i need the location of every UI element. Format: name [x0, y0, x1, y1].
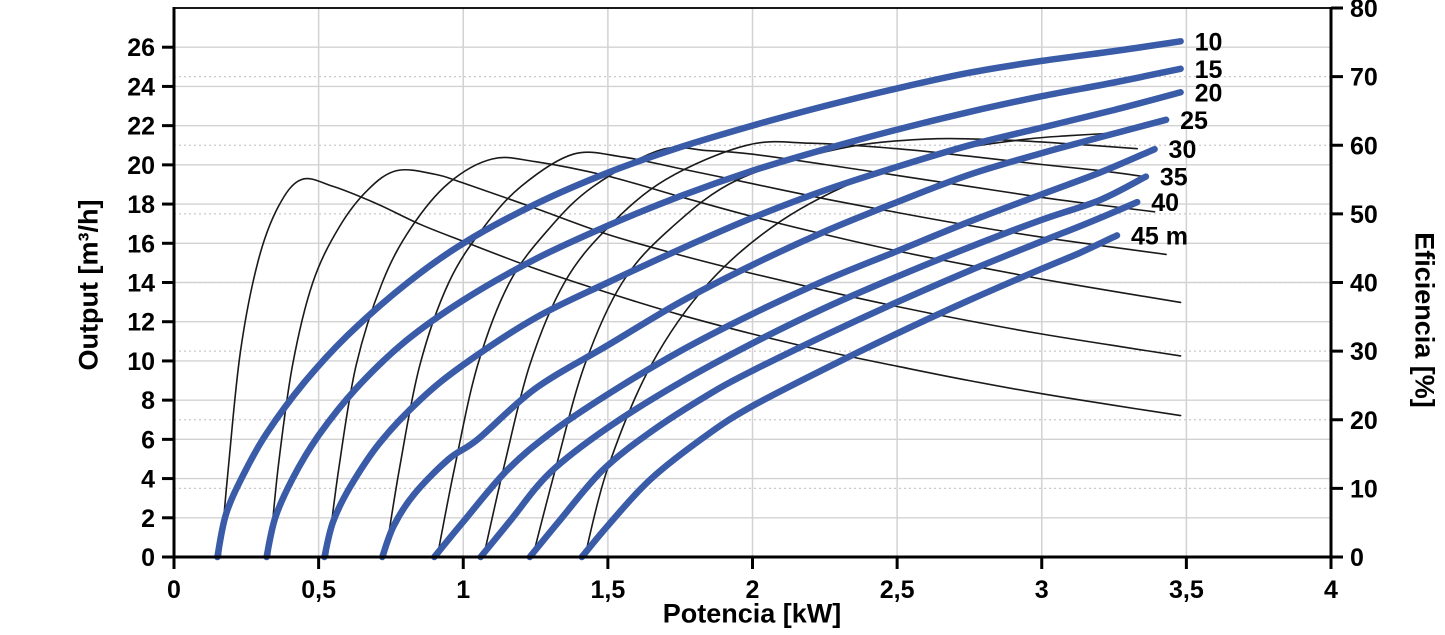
efficiency-curve-15m [268, 168, 1182, 558]
y-left-tick-label-14: 14 [127, 270, 155, 298]
x-tick-label-0: 0 [167, 576, 181, 604]
y-axis-left-title: Output [m³/h] [73, 199, 104, 371]
flow-curve-10m [214, 38, 1184, 561]
curve-label-10m: 10 [1195, 28, 1223, 56]
x-tick-label-4: 4 [1324, 576, 1338, 604]
y-right-tick-label-50: 50 [1350, 201, 1378, 229]
efficiency-curve-25m [384, 151, 1167, 558]
x-tick-label-2: 2 [746, 576, 760, 604]
curve-label-40m: 40 [1151, 189, 1179, 217]
efficiency-curve-30m [436, 146, 1156, 558]
y-right-tick-label-0: 0 [1350, 544, 1364, 572]
x-tick-label-0,5: 0,5 [301, 576, 336, 604]
flow-curve-25m [379, 116, 1170, 561]
x-tick-label-3,5: 3,5 [1169, 576, 1204, 604]
efficiency-curves [219, 132, 1182, 558]
flow-curve-20m [321, 89, 1184, 561]
y-right-tick-label-60: 60 [1350, 132, 1378, 160]
flow-curve-35m [477, 173, 1150, 561]
y-right-tick-label-70: 70 [1350, 64, 1378, 92]
y-left-tick-label-26: 26 [127, 34, 155, 62]
y-right-tick-label-10: 10 [1350, 475, 1378, 503]
flow-curve-30m [431, 145, 1158, 561]
y-left-tick-label-2: 2 [141, 505, 155, 533]
curve-label-35m: 35 [1160, 164, 1188, 192]
y-left-tick-label-22: 22 [127, 113, 155, 141]
curve-label-25m: 25 [1180, 107, 1208, 135]
curve-label-30m: 30 [1169, 136, 1197, 164]
efficiency-curve-35m [482, 140, 1147, 558]
efficiency-curve-45m [583, 132, 1118, 558]
x-axis-title: Potencia [kW] [662, 598, 842, 629]
y-left-tick-label-10: 10 [127, 348, 155, 376]
flow-curve-45m [578, 232, 1121, 561]
y-left-tick-label-8: 8 [141, 387, 155, 415]
curve-label-45m: 45 m [1131, 222, 1188, 250]
y-axis-right-title: Eficiencia [%] [1409, 232, 1440, 408]
x-axis-ticks: 0 0,5 1 1,5 2 2,5 3 3,5 4 [167, 557, 1338, 604]
efficiency-curve-40m [531, 137, 1138, 558]
y-left-tick-label-6: 6 [141, 426, 155, 454]
y-left-tick-label-18: 18 [127, 191, 155, 219]
gridlines [174, 8, 1331, 557]
flow-curve-15m [263, 65, 1184, 561]
x-tick-label-3: 3 [1035, 576, 1049, 604]
x-tick-label-2,5: 2,5 [880, 576, 915, 604]
x-tick-label-1: 1 [456, 576, 470, 604]
curve-label-20m: 20 [1195, 79, 1223, 107]
y-left-tick-label-24: 24 [127, 73, 155, 101]
y-right-tick-label-20: 20 [1350, 407, 1378, 435]
y-left-tick-label-20: 20 [127, 152, 155, 180]
y-left-tick-label-0: 0 [141, 544, 155, 572]
flow-curve-40m [526, 198, 1141, 561]
y-right-tick-label-80: 80 [1350, 0, 1378, 23]
curve-label-15m: 15 [1195, 56, 1223, 84]
flow-curves [214, 38, 1184, 561]
y-left-tick-label-4: 4 [141, 466, 155, 494]
x-tick-label-1,5: 1,5 [590, 576, 625, 604]
y-right-tick-label-30: 30 [1350, 338, 1378, 366]
y-left-tick-label-16: 16 [127, 230, 155, 258]
efficiency-curve-10m [219, 177, 1182, 558]
y-right-tick-label-40: 40 [1350, 270, 1378, 298]
y-axis-right-ticks: 0 10 20 30 40 50 60 70 80 [1331, 0, 1378, 572]
y-left-tick-label-12: 12 [127, 309, 155, 337]
